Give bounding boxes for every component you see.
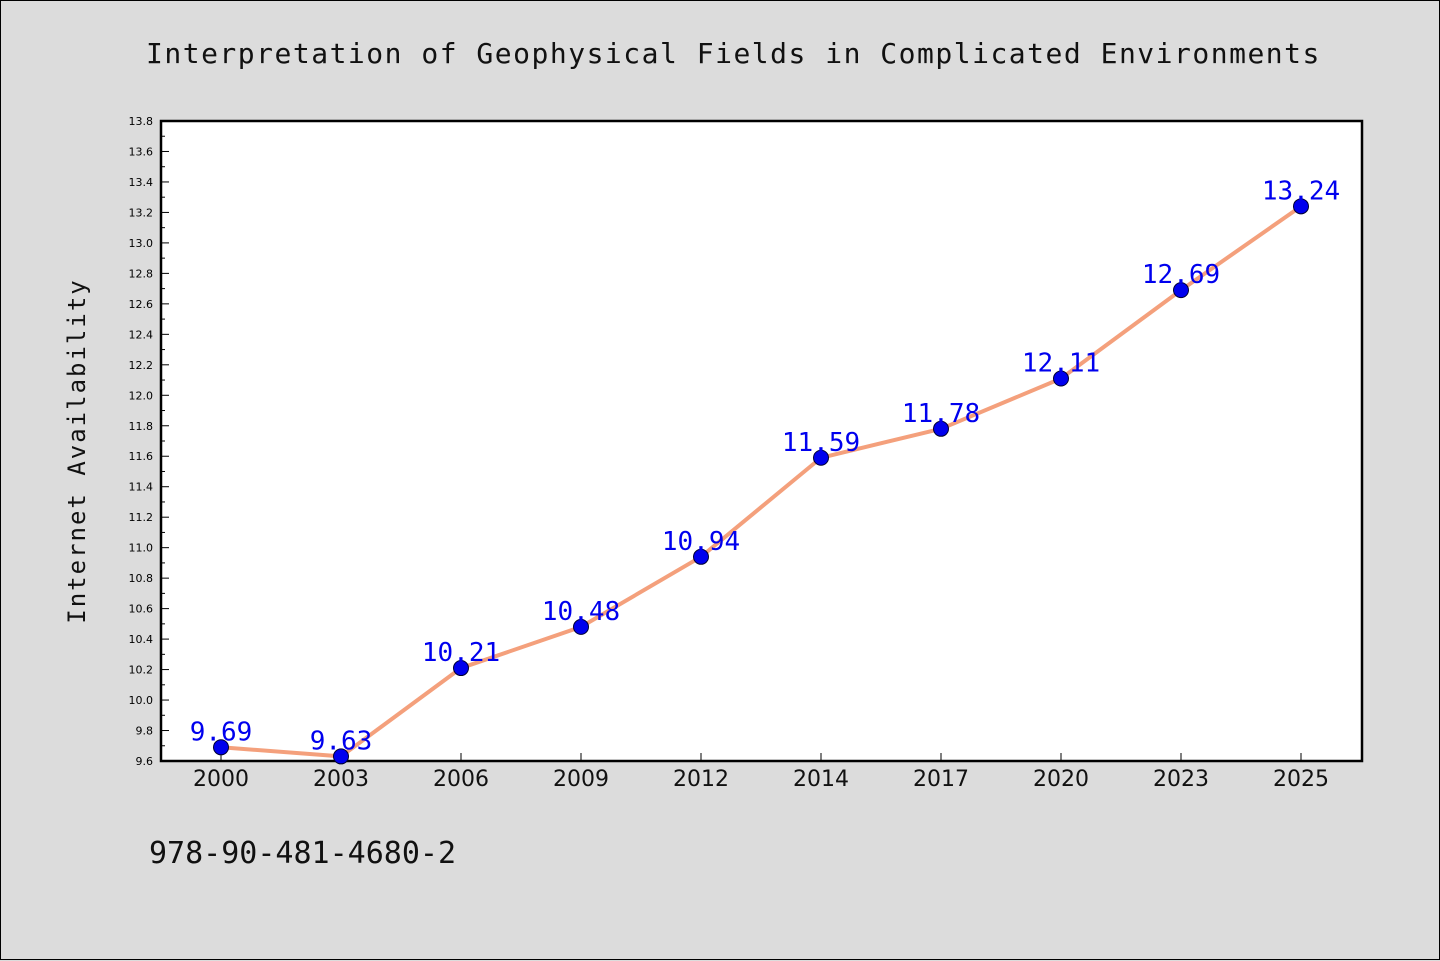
data-label: 11.59	[782, 428, 860, 458]
data-point	[573, 618, 589, 635]
y-tick-label: 9.8	[136, 725, 154, 738]
data-labels: 9.69 9.63 10.21 10.48 10.94 11.59 11.78 12.11 12…	[190, 176, 1340, 756]
y-tick-label: 13.6	[129, 145, 154, 158]
y-tick-label: 10.8	[129, 572, 154, 585]
data-point	[213, 739, 229, 756]
data-label: 12.11	[1022, 349, 1100, 379]
plot-area	[159, 119, 1364, 763]
y-tick-label: 11.0	[129, 542, 154, 555]
y-tick-label: 13.0	[129, 237, 154, 250]
x-tick-label: 2020	[1033, 767, 1089, 792]
x-tick-label: 2012	[673, 767, 729, 792]
y-tick-label: 9.6	[136, 755, 154, 768]
data-point	[333, 748, 349, 765]
data-point	[813, 449, 829, 466]
chart-title: Interpretation of Geophysical Fields in …	[146, 37, 1321, 70]
data-point	[1293, 198, 1309, 215]
x-tick-label: 2000	[193, 767, 249, 792]
y-tick-label: 12.0	[129, 389, 154, 402]
y-tick-label: 10.6	[129, 603, 154, 616]
y-tick-label: 11.6	[129, 450, 154, 463]
x-axis-ticks: 2000 2003 2006 2009 2012 2014 2017 2020 2023 2025	[193, 753, 1329, 792]
y-tick-label: 10.4	[129, 633, 154, 646]
data-point	[1173, 282, 1189, 299]
x-tick-label: 2014	[793, 767, 849, 792]
data-point	[933, 420, 949, 437]
x-tick-label: 2025	[1273, 767, 1329, 792]
x-tick-label: 2017	[913, 767, 969, 792]
y-tick-label: 10.0	[129, 694, 154, 707]
x-tick-label: 2003	[313, 767, 369, 792]
data-label: 12.69	[1142, 260, 1220, 290]
series-line	[219, 204, 1303, 759]
data-label: 10.48	[542, 597, 620, 627]
data-label: 10.21	[422, 638, 500, 668]
data-label: 10.94	[662, 527, 740, 557]
x-tick-label: 2006	[433, 767, 489, 792]
data-point	[453, 660, 469, 677]
isbn-text: 978-90-481-4680-2	[149, 836, 457, 871]
y-tick-label: 11.2	[129, 511, 154, 524]
data-point	[1053, 370, 1069, 387]
y-tick-label: 12.6	[129, 298, 154, 311]
y-tick-label: 11.4	[129, 481, 154, 494]
data-label: 13.24	[1262, 176, 1340, 206]
data-label: 11.78	[902, 399, 980, 429]
y-tick-label: 12.2	[129, 359, 154, 372]
y-tick-label: 12.8	[129, 267, 154, 280]
y-tick-label: 13.8	[129, 115, 154, 128]
series-group	[213, 198, 1309, 765]
x-tick-label: 2023	[1153, 767, 1209, 792]
y-tick-label: 10.2	[129, 664, 154, 677]
data-point	[693, 548, 709, 565]
y-tick-label: 12.4	[129, 328, 154, 341]
y-tick-label: 13.2	[129, 206, 154, 219]
x-tick-label: 2009	[553, 767, 609, 792]
data-label: 9.69	[190, 717, 253, 747]
y-tick-label: 13.4	[129, 176, 154, 189]
y-axis-ticks: 9.6 9.8 10.0 10.2 10.4 10.6 10.8 11.0 11.2 11.4 11…	[129, 115, 169, 768]
data-label: 9.63	[310, 726, 373, 756]
y-tick-label: 11.8	[129, 420, 154, 433]
